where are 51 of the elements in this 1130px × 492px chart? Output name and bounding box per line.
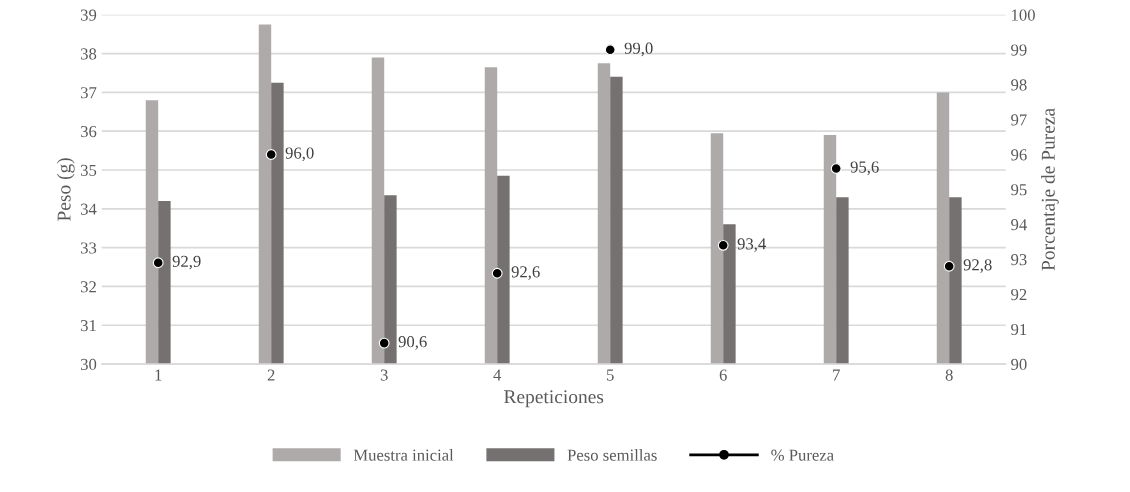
y-axis-title: Peso (g) bbox=[56, 158, 75, 221]
y-tick-label: 38 bbox=[80, 48, 97, 60]
x-tick-label: 8 bbox=[945, 369, 953, 381]
y-tick-label: 33 bbox=[80, 242, 97, 254]
data-label: 92,6 bbox=[511, 266, 540, 280]
x-tick-label: 6 bbox=[719, 369, 727, 381]
point bbox=[491, 267, 503, 279]
y2-tick-label: 90 bbox=[1011, 358, 1027, 371]
legend-label: Muestra inicial bbox=[353, 449, 454, 461]
x-tick-label: 2 bbox=[267, 369, 275, 381]
data-label: 96,0 bbox=[285, 147, 314, 162]
y2-tick-label: 91 bbox=[1011, 323, 1027, 336]
legend-label: % Pureza bbox=[771, 449, 834, 461]
y2-tick-label: 100 bbox=[1012, 9, 1035, 21]
y-tick-label: 39 bbox=[80, 9, 97, 21]
y-tick-label: 32 bbox=[80, 281, 96, 293]
y2-tick-label: 99 bbox=[1011, 44, 1027, 56]
y-tick-label: 37 bbox=[80, 87, 97, 99]
data-label: 92,9 bbox=[172, 255, 201, 270]
y2-tick-label: 97 bbox=[1011, 114, 1027, 126]
y2-tick-label: 94 bbox=[1011, 219, 1027, 231]
point bbox=[378, 337, 390, 349]
data-label: 95,6 bbox=[850, 161, 879, 176]
y-tick-label: 30 bbox=[80, 358, 97, 371]
point bbox=[265, 149, 277, 160]
point bbox=[830, 163, 842, 174]
point bbox=[604, 44, 616, 56]
x-tick-label: 3 bbox=[380, 369, 388, 381]
y2-tick-label: 96 bbox=[1011, 149, 1027, 161]
y2-tick-label: 98 bbox=[1011, 79, 1027, 91]
data-label: 99,0 bbox=[624, 42, 653, 57]
y2-tick-label: 93 bbox=[1011, 254, 1027, 266]
point bbox=[717, 239, 729, 251]
y2-tick-label: 92 bbox=[1011, 288, 1027, 301]
y-tick-label: 34 bbox=[80, 203, 97, 215]
x-tick-label: 7 bbox=[833, 369, 840, 381]
y-tick-label: 36 bbox=[80, 125, 97, 138]
x-tick-label: 4 bbox=[493, 369, 502, 381]
point bbox=[943, 260, 955, 272]
y2-tick-label: 95 bbox=[1011, 184, 1027, 196]
data-label: 90,6 bbox=[398, 336, 427, 350]
x-tick-label: 1 bbox=[155, 369, 162, 381]
data-label: 92,8 bbox=[963, 259, 992, 273]
y-tick-label: 31 bbox=[80, 320, 96, 332]
point bbox=[152, 257, 164, 269]
x-axis-title: Repeticiones bbox=[504, 390, 604, 408]
data-label: 93,4 bbox=[737, 238, 766, 252]
y-tick-label: 35 bbox=[80, 164, 97, 176]
y2-axis-title: Porcentaje de Pureza bbox=[1041, 108, 1059, 271]
legend-label: Peso semillas bbox=[567, 449, 657, 461]
x-tick-label: 5 bbox=[607, 369, 614, 381]
